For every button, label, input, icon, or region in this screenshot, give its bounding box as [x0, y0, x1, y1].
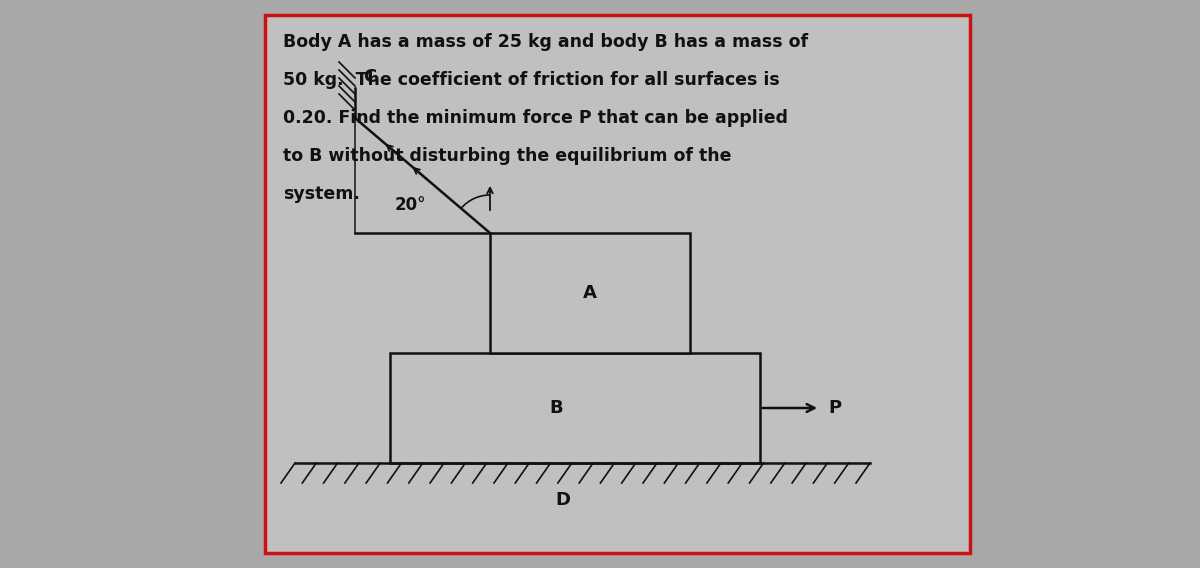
Text: 50 kg.  The coefficient of friction for all surfaces is: 50 kg. The coefficient of friction for a…: [283, 71, 780, 89]
Text: to B without disturbing the equilibrium of the: to B without disturbing the equilibrium …: [283, 147, 732, 165]
Text: P: P: [828, 399, 841, 417]
Bar: [490, 233, 690, 353]
Text: 0.20. Find the minimum force P that can be applied: 0.20. Find the minimum force P that can …: [283, 109, 788, 127]
Text: D: D: [554, 491, 570, 509]
Text: Body A has a mass of 25 kg and body B has a mass of: Body A has a mass of 25 kg and body B ha…: [283, 33, 808, 51]
Text: 20°: 20°: [395, 196, 426, 214]
Text: B: B: [550, 399, 563, 417]
Text: C: C: [364, 68, 377, 86]
Text: A: A: [583, 284, 596, 302]
Bar: [390, 353, 760, 463]
Bar: [265, 15, 970, 553]
Text: system.: system.: [283, 185, 360, 203]
